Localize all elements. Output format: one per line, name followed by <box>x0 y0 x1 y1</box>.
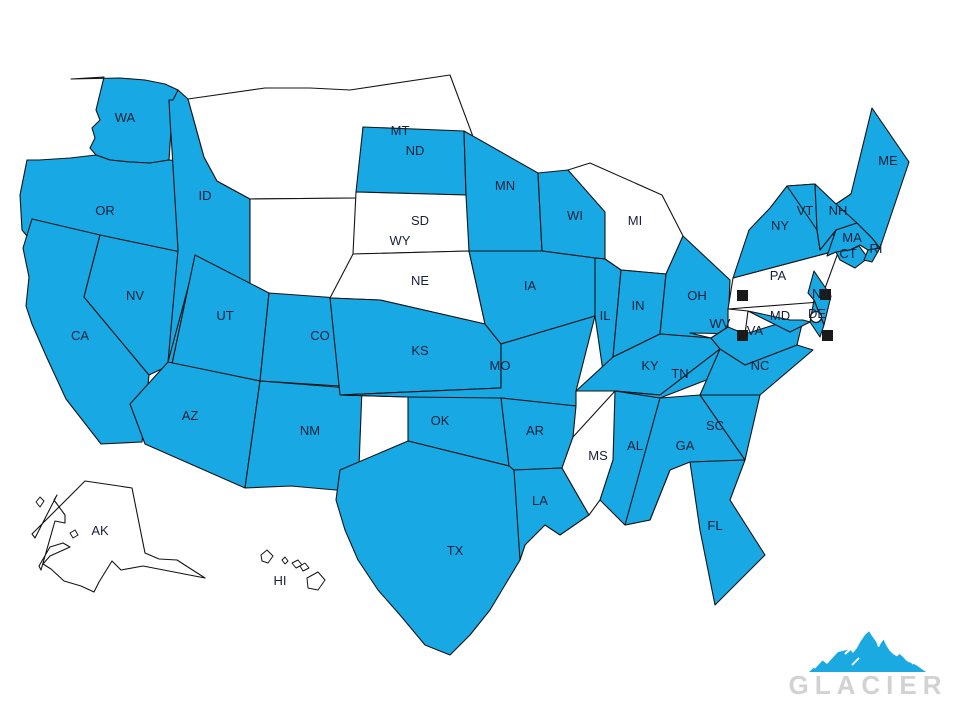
svg-text:ME: ME <box>878 153 898 168</box>
svg-text:DE: DE <box>808 306 826 321</box>
svg-text:CT: CT <box>839 246 856 261</box>
svg-text:NJ: NJ <box>812 286 828 301</box>
svg-text:RI: RI <box>870 241 883 256</box>
svg-text:MS: MS <box>588 448 608 463</box>
svg-text:WI: WI <box>567 208 583 223</box>
svg-text:NH: NH <box>829 203 848 218</box>
svg-text:NV: NV <box>126 288 144 303</box>
svg-text:MO: MO <box>490 358 511 373</box>
svg-text:OH: OH <box>687 288 707 303</box>
svg-text:NY: NY <box>771 218 789 233</box>
svg-text:IL: IL <box>600 308 611 323</box>
svg-text:FL: FL <box>707 518 722 533</box>
svg-text:GA: GA <box>676 438 695 453</box>
svg-text:SC: SC <box>706 418 724 433</box>
svg-text:AR: AR <box>526 423 544 438</box>
svg-text:MN: MN <box>495 178 515 193</box>
svg-text:GLACIER: GLACIER <box>789 670 948 700</box>
svg-text:WY: WY <box>390 233 411 248</box>
svg-text:IN: IN <box>632 298 645 313</box>
svg-text:NE: NE <box>411 273 429 288</box>
svg-text:MI: MI <box>628 213 642 228</box>
svg-text:SD: SD <box>411 213 429 228</box>
svg-text:MT: MT <box>391 123 410 138</box>
svg-text:AZ: AZ <box>182 408 199 423</box>
svg-text:MA: MA <box>842 230 862 245</box>
svg-text:AL: AL <box>627 438 643 453</box>
svg-text:WA: WA <box>115 110 136 125</box>
svg-text:TX: TX <box>447 543 464 558</box>
svg-text:NM: NM <box>300 423 320 438</box>
svg-text:ND: ND <box>406 143 425 158</box>
svg-text:OK: OK <box>431 413 450 428</box>
svg-text:KS: KS <box>411 343 429 358</box>
svg-text:CO: CO <box>310 328 330 343</box>
svg-text:NC: NC <box>751 358 770 373</box>
svg-text:IA: IA <box>524 278 537 293</box>
svg-text:VT: VT <box>797 203 814 218</box>
svg-text:KY: KY <box>641 358 659 373</box>
svg-text:LA: LA <box>532 493 548 508</box>
svg-text:MD: MD <box>770 308 790 323</box>
svg-text:VA: VA <box>747 323 764 338</box>
svg-text:OR: OR <box>95 203 115 218</box>
svg-text:PA: PA <box>770 268 787 283</box>
svg-text:CA: CA <box>71 328 89 343</box>
svg-text:AK: AK <box>91 523 109 538</box>
svg-text:HI: HI <box>274 573 287 588</box>
svg-text:ID: ID <box>199 188 212 203</box>
svg-text:UT: UT <box>216 308 233 323</box>
svg-text:WV: WV <box>710 316 731 331</box>
svg-text:TN: TN <box>671 366 688 381</box>
